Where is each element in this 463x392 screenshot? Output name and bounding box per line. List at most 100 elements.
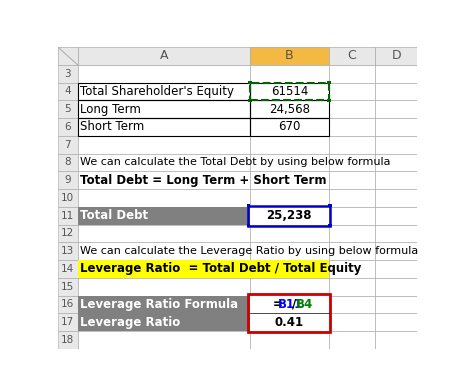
Bar (375, 47, 417, 65)
Bar (329, 65, 375, 83)
Bar (78, 207, 250, 225)
Bar (78, 83, 250, 100)
Bar (375, 154, 417, 171)
Text: 5: 5 (64, 104, 71, 114)
Bar (250, 296, 329, 331)
Bar (58, 207, 78, 225)
Text: 25,238: 25,238 (267, 209, 312, 222)
Bar (329, 83, 375, 100)
Bar (250, 313, 329, 331)
Bar (250, 83, 329, 100)
Bar (250, 278, 329, 296)
Bar (375, 100, 417, 118)
Bar (248, 99, 252, 102)
Bar (375, 207, 417, 225)
Bar (58, 171, 78, 189)
Text: 18: 18 (61, 335, 75, 345)
Bar (78, 189, 250, 207)
Bar (329, 242, 375, 260)
Bar (58, 189, 78, 207)
Bar (58, 118, 78, 136)
Bar (58, 100, 78, 118)
Bar (58, 136, 78, 154)
Bar (78, 118, 250, 136)
Bar (329, 47, 375, 65)
Bar (78, 136, 250, 154)
Bar (250, 118, 329, 136)
Bar (58, 100, 78, 118)
Bar (250, 83, 329, 100)
Bar (250, 296, 329, 313)
Bar (250, 313, 329, 331)
Bar (250, 331, 329, 349)
Bar (78, 207, 250, 225)
Bar (329, 154, 375, 171)
Bar (250, 171, 329, 189)
Bar (375, 331, 417, 349)
Bar (78, 47, 250, 65)
Bar (249, 294, 330, 332)
Bar (58, 278, 78, 296)
Bar (329, 83, 375, 100)
Bar (249, 206, 330, 226)
Bar (78, 171, 250, 189)
Bar (329, 260, 375, 278)
Bar (78, 225, 250, 242)
Text: Leverage Ratio: Leverage Ratio (81, 316, 181, 329)
Bar (58, 225, 78, 242)
Bar (375, 65, 417, 83)
Bar (78, 65, 250, 83)
Bar (248, 81, 252, 84)
Bar (375, 242, 417, 260)
Bar (250, 65, 329, 83)
Text: 670: 670 (278, 120, 300, 133)
Bar (58, 331, 78, 349)
Text: 24,568: 24,568 (269, 103, 310, 116)
Bar (250, 100, 329, 118)
Bar (58, 83, 78, 100)
Bar (329, 296, 375, 313)
Bar (329, 189, 375, 207)
Bar (250, 100, 329, 118)
Bar (78, 260, 250, 278)
Bar (78, 296, 250, 313)
Bar (375, 313, 417, 331)
Bar (78, 260, 329, 278)
Text: 4: 4 (64, 86, 71, 96)
Bar (247, 224, 250, 227)
Bar (58, 154, 78, 171)
Bar (329, 171, 375, 189)
Text: 13: 13 (61, 246, 75, 256)
Bar (78, 242, 250, 260)
Bar (250, 100, 329, 118)
Bar (329, 100, 375, 118)
Bar (58, 47, 78, 65)
Bar (58, 154, 78, 171)
Text: 61514: 61514 (271, 85, 308, 98)
Text: 7: 7 (64, 140, 71, 150)
Bar (78, 47, 250, 65)
Bar (58, 171, 78, 189)
Bar (250, 83, 329, 100)
Bar (250, 260, 329, 278)
Bar (250, 207, 329, 225)
Bar (250, 189, 329, 207)
Bar (78, 296, 250, 313)
Bar (250, 154, 329, 171)
Bar (329, 260, 375, 278)
Bar (327, 99, 331, 102)
Bar (375, 171, 417, 189)
Bar (375, 225, 417, 242)
Bar (78, 296, 250, 313)
Bar (329, 278, 375, 296)
Bar (250, 154, 329, 171)
Bar (329, 118, 375, 136)
Bar (375, 296, 417, 313)
Text: =: = (273, 298, 283, 311)
Text: Total Debt = Long Term + Short Term: Total Debt = Long Term + Short Term (81, 174, 327, 187)
Text: 10: 10 (61, 193, 74, 203)
Bar (375, 118, 417, 136)
Bar (329, 331, 375, 349)
Bar (78, 331, 250, 349)
Bar (250, 47, 329, 65)
